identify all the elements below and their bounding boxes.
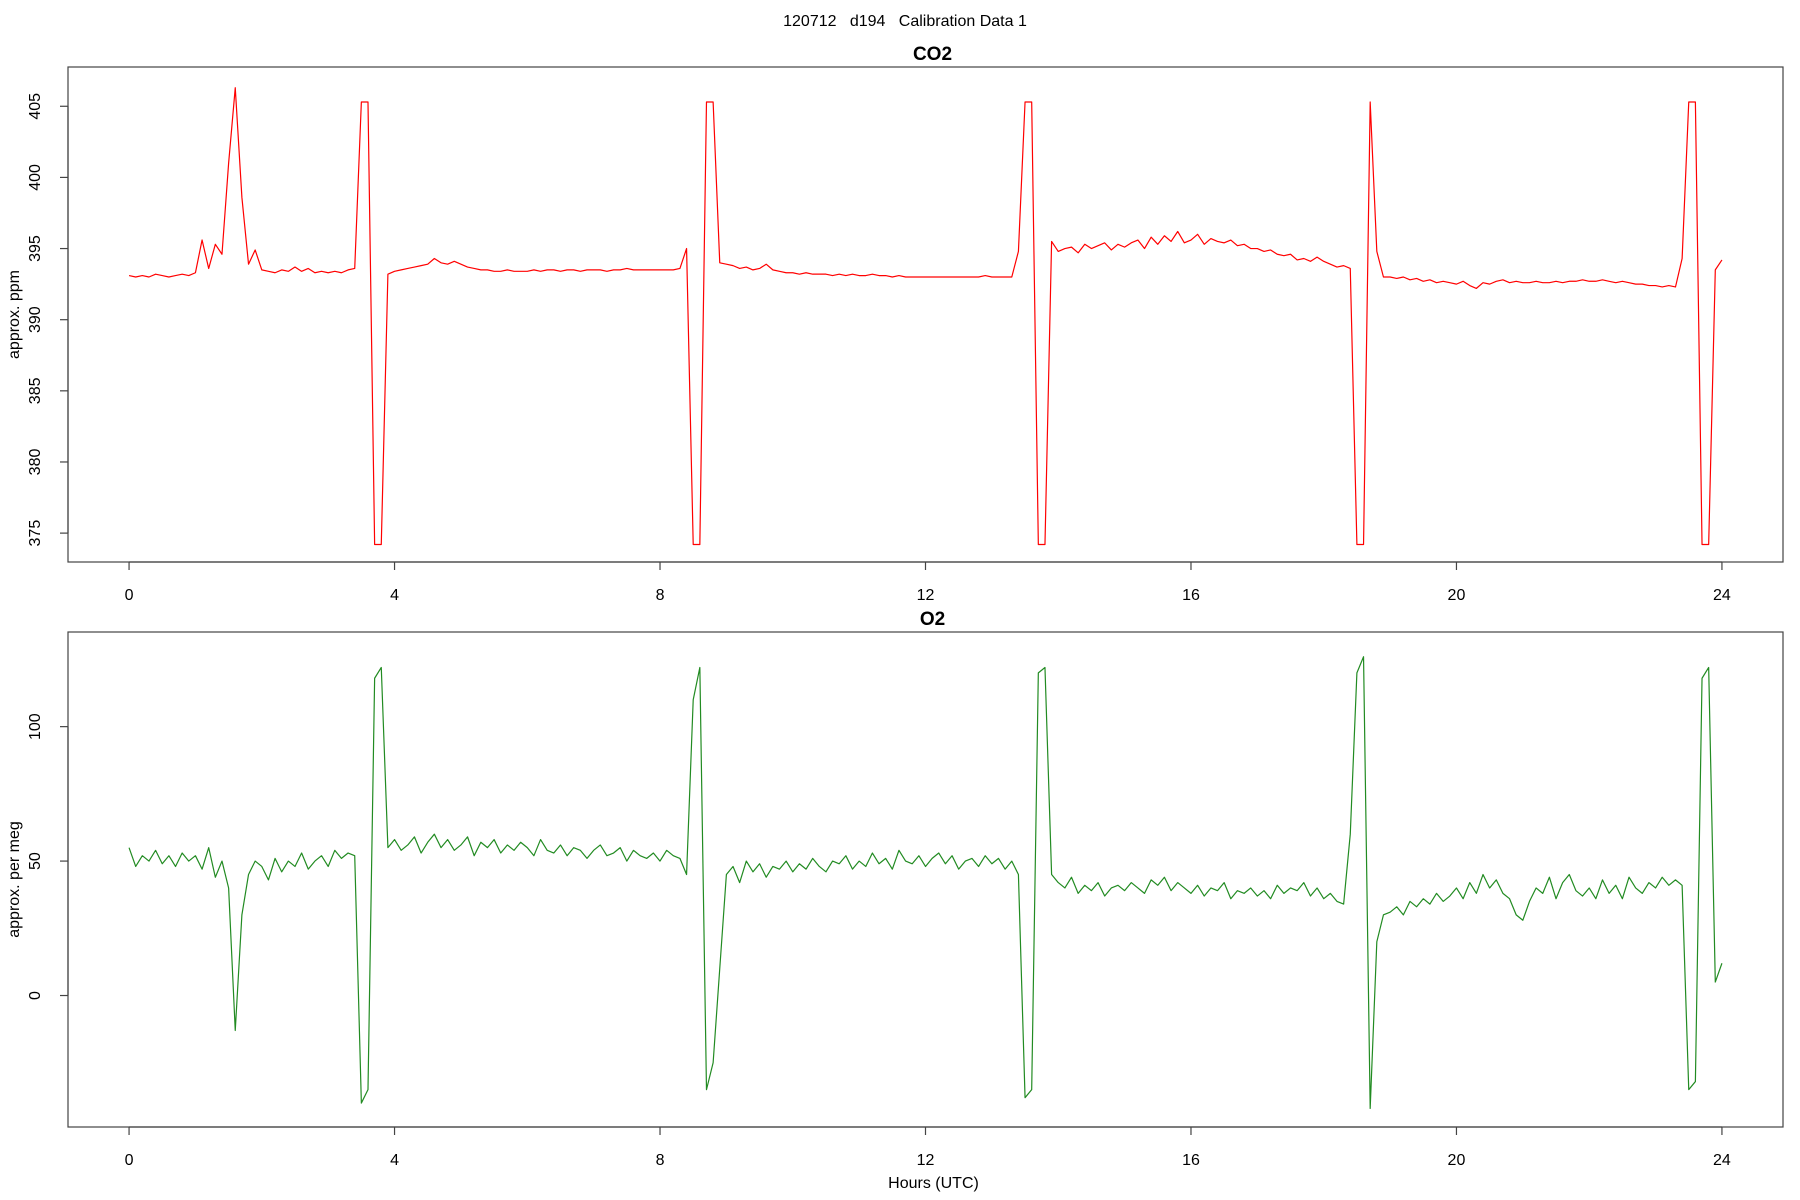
x-tick-label: 8 (656, 1152, 665, 1169)
y-axis-label: approx. ppm (6, 270, 23, 359)
y-tick-label: 395 (27, 235, 44, 262)
x-tick-label: 0 (125, 587, 134, 604)
panel-title: CO2 (913, 44, 952, 65)
y-tick-label: 100 (27, 713, 44, 740)
y-tick-label: 0 (27, 991, 44, 1000)
x-tick-label: 12 (917, 587, 935, 604)
x-tick-label: 24 (1713, 1152, 1731, 1169)
y-tick-label: 400 (27, 164, 44, 191)
x-tick-label: 12 (917, 1152, 935, 1169)
x-tick-label: 16 (1182, 1152, 1200, 1169)
figure-title: 120712 d194 Calibration Data 1 (783, 13, 1027, 30)
x-axis-label: Hours (UTC) (888, 1175, 979, 1192)
data-line (128, 87, 1723, 546)
data-line (128, 656, 1723, 1110)
x-tick-label: 0 (125, 1152, 134, 1169)
y-tick-label: 380 (27, 449, 44, 476)
x-tick-label: 20 (1448, 587, 1466, 604)
y-tick-label: 405 (27, 93, 44, 120)
x-tick-label: 4 (390, 1152, 399, 1169)
x-tick-label: 16 (1182, 587, 1200, 604)
y-tick-label: 390 (27, 306, 44, 333)
x-tick-label: 24 (1713, 587, 1731, 604)
x-tick-label: 8 (656, 587, 665, 604)
y-tick-label: 385 (27, 377, 44, 404)
x-tick-label: 4 (390, 587, 399, 604)
y-axis-label: approx. per meg (6, 821, 23, 938)
y-tick-label: 50 (27, 852, 44, 870)
panel-title: O2 (920, 609, 945, 630)
y-tick-label: 375 (27, 520, 44, 547)
x-tick-label: 20 (1448, 1152, 1466, 1169)
